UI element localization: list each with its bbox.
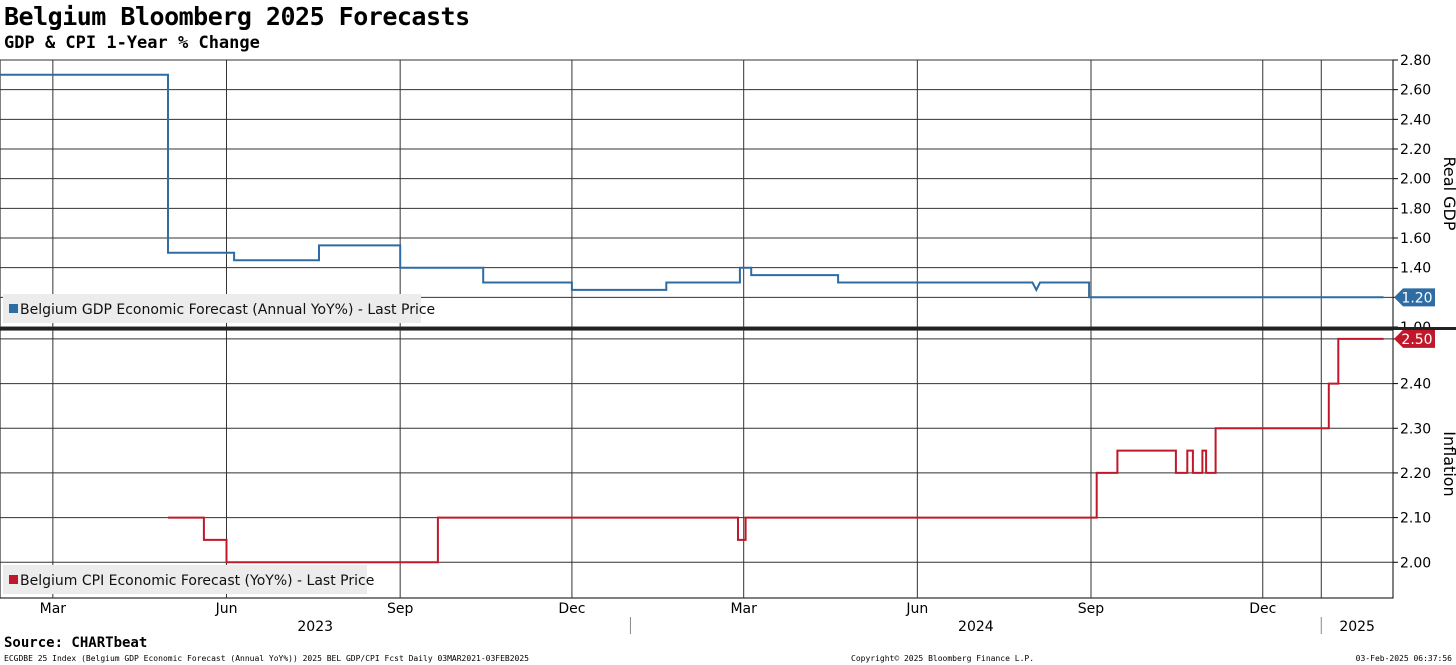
y-tick-label: 2.60	[1400, 83, 1431, 99]
year-label: 2023	[297, 619, 333, 635]
last-value-label: 1.20	[1401, 290, 1432, 306]
x-tick-label: Sep	[1078, 601, 1105, 617]
legend-label: Belgium CPI Economic Forecast (YoY%) - L…	[20, 573, 374, 589]
y-tick-label: 2.00	[1400, 555, 1431, 571]
y-tick-label: 2.30	[1400, 421, 1431, 437]
footer-timestamp: 03-Feb-2025 06:37:56	[1355, 654, 1452, 663]
x-tick-label: Sep	[387, 601, 414, 617]
y-tick-label: 2.40	[1400, 112, 1431, 128]
last-value-tag	[1394, 288, 1435, 307]
legend-label: Belgium GDP Economic Forecast (Annual Yo…	[20, 302, 435, 318]
series-line	[168, 337, 1384, 564]
legend-box	[3, 294, 421, 323]
footer-copyright: Copyright© 2025 Bloomberg Finance L.P.	[851, 654, 1035, 663]
x-tick-label: Mar	[40, 601, 67, 617]
series-line	[0, 73, 1384, 299]
source-label: Source: CHARTbeat	[4, 635, 148, 651]
legend-box	[3, 565, 367, 594]
legend-swatch	[9, 575, 18, 584]
y-axis-title: Inflation	[1440, 431, 1456, 496]
panel-frame-2	[0, 329, 1394, 599]
y-tick-label: 1.80	[1400, 201, 1431, 217]
y-tick-label: 1.60	[1400, 231, 1431, 247]
x-tick-label: Mar	[730, 601, 757, 617]
y-tick-label: 2.20	[1400, 466, 1431, 482]
last-value-tag	[1394, 329, 1435, 348]
y-axis-title: Real GDP	[1440, 157, 1456, 231]
x-tick-label: Jun	[215, 601, 238, 617]
last-value-label: 2.50	[1401, 332, 1432, 348]
y-tick-label: 2.10	[1400, 511, 1431, 527]
y-tick-label: 2.00	[1400, 172, 1431, 188]
panel-frame-1	[0, 59, 1394, 328]
year-label: 2024	[958, 619, 994, 635]
legend-swatch	[9, 304, 18, 313]
footer-ticker-note: ECGDBE 25 Index (Belgium GDP Economic Fo…	[4, 654, 529, 663]
y-tick-label: 2.80	[1400, 53, 1431, 69]
y-tick-label: 2.20	[1400, 142, 1431, 158]
chart-subtitle: GDP & CPI 1-Year % Change	[4, 33, 260, 53]
chart-title: Belgium Bloomberg 2025 Forecasts	[4, 2, 470, 31]
x-tick-label: Dec	[1249, 601, 1276, 617]
y-tick-label: 2.40	[1400, 377, 1431, 393]
y-tick-label: 1.40	[1400, 261, 1431, 277]
x-tick-label: Dec	[558, 601, 585, 617]
year-label: 2025	[1339, 619, 1375, 635]
x-tick-label: Jun	[905, 601, 928, 617]
